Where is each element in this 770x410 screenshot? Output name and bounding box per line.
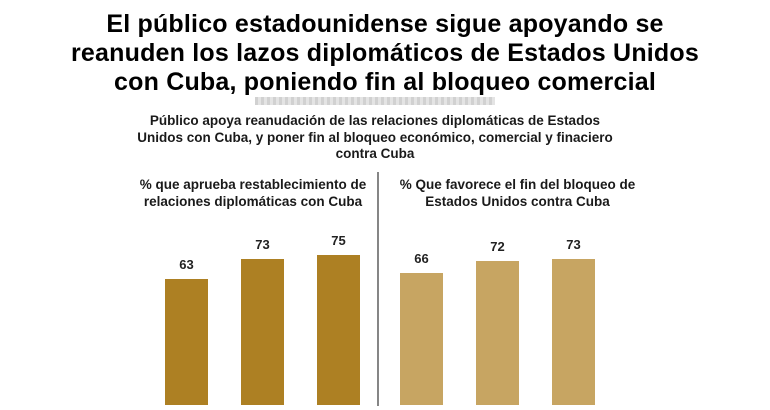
bar-value-label: 73	[566, 237, 580, 252]
headline: El público estadounidense sigue apoyando…	[71, 10, 699, 96]
bar-diplomatic-3	[317, 255, 360, 405]
bar-embargo-1	[400, 273, 443, 405]
panel-title-diplomatic: % que aprueba restablecimiento de relaci…	[139, 177, 367, 209]
bar-embargo-3	[552, 259, 595, 405]
bar-value-label: 66	[414, 251, 428, 266]
bar-diplomatic-1	[165, 279, 208, 405]
cropped-text-remnant	[255, 97, 495, 105]
bar-diplomatic-2	[241, 259, 284, 405]
bar-value-label: 63	[179, 257, 193, 272]
bar-embargo-2	[476, 261, 519, 405]
bar-value-label: 73	[255, 237, 269, 252]
bar-value-label: 75	[331, 233, 345, 248]
chart-subtitle: Público apoya reanudación de las relacio…	[137, 113, 613, 161]
bar-value-label: 72	[490, 239, 504, 254]
panel-title-embargo: % Que favorece el fin del bloqueo de Est…	[399, 177, 636, 209]
